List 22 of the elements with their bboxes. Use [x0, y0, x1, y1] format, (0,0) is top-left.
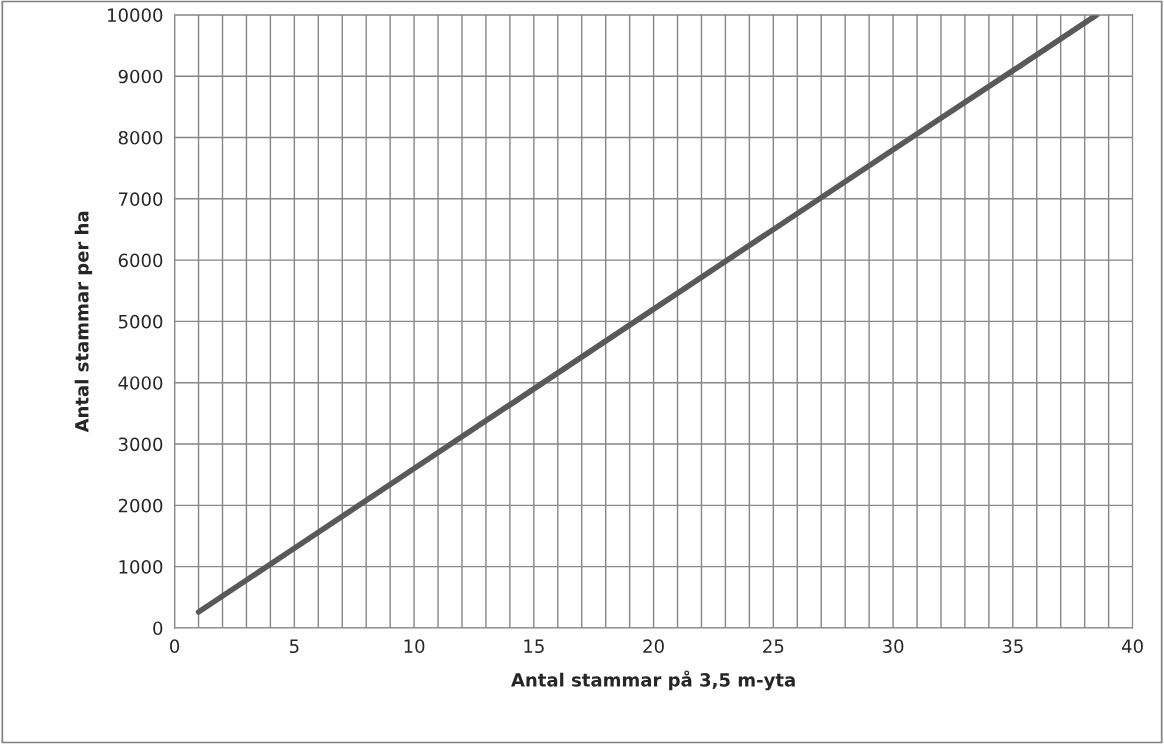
y-tick-label: 5000 — [118, 314, 163, 329]
x-tick-label: 20 — [643, 639, 664, 654]
y-tick-label: 3000 — [118, 437, 163, 452]
y-tick-label: 1000 — [119, 560, 163, 574]
x-tick-label: 30 — [882, 639, 904, 654]
y-axis-title: Antal stammar per ha — [74, 211, 93, 433]
x-tick-label: 5 — [290, 639, 299, 654]
y-tick-label: 10000 — [108, 8, 163, 22]
y-tick-label: 9000 — [118, 69, 163, 84]
y-tick-label: 2000 — [118, 498, 163, 513]
x-axis-title: Antal stammar på 3,5 m-yta — [511, 670, 795, 691]
y-tick-label: 7000 — [119, 192, 163, 206]
y-tick-label: 4000 — [118, 376, 163, 390]
x-tick-label: 15 — [524, 639, 544, 654]
x-tick-label: 40 — [1121, 639, 1143, 654]
x-tick-label: 0 — [170, 639, 180, 654]
x-tick-label: 10 — [404, 639, 425, 654]
y-tick-label: 0 — [153, 621, 163, 636]
x-tick-label: 35 — [1002, 639, 1023, 654]
x-tick-label: 25 — [763, 639, 784, 654]
y-tick-label: 6000 — [118, 253, 163, 268]
y-tick-label: 8000 — [118, 130, 163, 145]
